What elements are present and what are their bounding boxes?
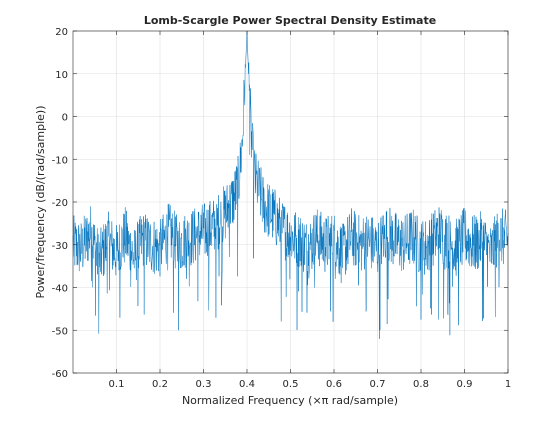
x-tick-label: 0.2 — [152, 379, 168, 390]
x-tick-label: 0.7 — [370, 379, 386, 390]
series-layer — [72, 30, 509, 340]
ticks: 0.1 0.2 0.3 0.4 0.5 0.6 0.7 0.8 0.9 1 -60 -50 -40 -30… — [52, 27, 512, 390]
x-tick-label: 0.4 — [239, 379, 255, 390]
x-axis-label: Normalized Frequency (×π rad/sample) — [182, 394, 398, 407]
y-tick-label: -50 — [52, 326, 68, 337]
y-tick-label: 0 — [62, 113, 68, 124]
y-axis-label: Power/frequency (dB/(rad/sample)) — [34, 106, 47, 299]
x-tick-label: 1 — [505, 379, 511, 390]
y-tick-label: 20 — [55, 27, 68, 38]
y-tick-label: -10 — [52, 155, 68, 166]
y-tick-label: -60 — [52, 369, 68, 380]
y-tick-label: -30 — [52, 241, 68, 252]
y-tick-label: -20 — [52, 198, 68, 209]
x-tick-label: 0.6 — [326, 379, 342, 390]
psd-series-line — [72, 30, 509, 340]
x-tick-label: 0.5 — [283, 379, 299, 390]
x-tick-label: 0.3 — [196, 379, 212, 390]
y-tick-label: 10 — [55, 70, 68, 81]
x-tick-label: 0.1 — [109, 379, 125, 390]
x-tick-label: 0.9 — [457, 379, 473, 390]
chart-title: Lomb-Scargle Power Spectral Density Esti… — [144, 14, 436, 27]
x-tick-label: 0.8 — [413, 379, 429, 390]
y-tick-label: -40 — [52, 284, 68, 295]
